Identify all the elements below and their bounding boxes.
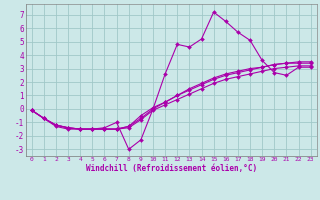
X-axis label: Windchill (Refroidissement éolien,°C): Windchill (Refroidissement éolien,°C) [86, 164, 257, 173]
